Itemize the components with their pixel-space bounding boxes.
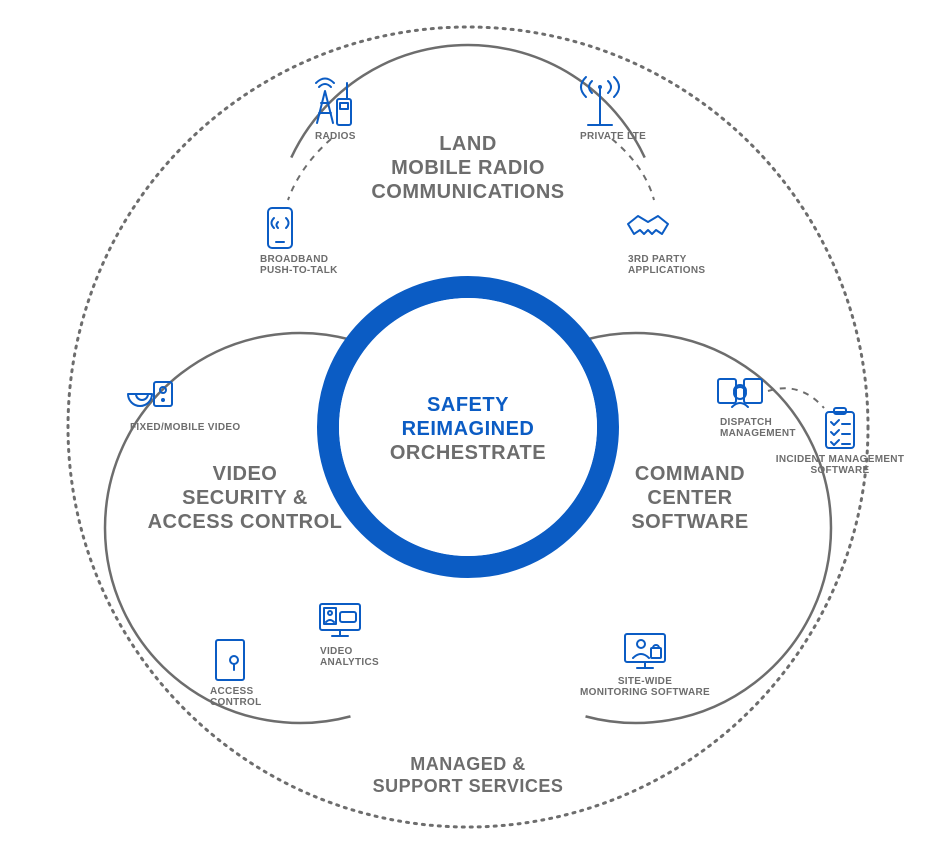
dispatch-label-line-1: MANAGEMENT	[720, 428, 796, 439]
third_party-label-line-1: APPLICATIONS	[628, 265, 705, 276]
svg-text:SOFTWARE: SOFTWARE	[631, 511, 748, 533]
site_wide-icon	[625, 634, 665, 668]
video_analytics-label-line-1: ANALYTICS	[320, 657, 379, 668]
svg-text:SAFETY: SAFETY	[427, 394, 509, 416]
svg-text:CENTER: CENTER	[647, 487, 732, 509]
svg-text:SECURITY &: SECURITY &	[182, 487, 308, 509]
connector-radios-ptt	[288, 139, 331, 200]
outer-label: MANAGED &SUPPORT SERVICES	[373, 754, 564, 796]
broadband_ptt-label-line-1: PUSH-TO-TALK	[260, 265, 338, 276]
private_lte-label-line-0: PRIVATE LTE	[580, 131, 646, 142]
svg-text:MANAGED &: MANAGED &	[410, 754, 526, 774]
site_wide-label-line-0: SITE-WIDE	[618, 676, 672, 687]
svg-text:VIDEO: VIDEO	[213, 463, 278, 485]
third_party-icon	[628, 216, 668, 234]
video_analytics-label-line-0: VIDEO	[320, 646, 353, 657]
incident-icon	[826, 408, 854, 448]
section-title-left: VIDEOSECURITY &ACCESS CONTROL	[148, 463, 343, 533]
access_control-icon	[216, 640, 244, 680]
dispatch-label-line-0: DISPATCH	[720, 417, 772, 428]
svg-text:COMMUNICATIONS: COMMUNICATIONS	[371, 181, 564, 203]
broadband_ptt-label-line-0: BROADBAND	[260, 254, 328, 265]
section-title-top: LANDMOBILE RADIOCOMMUNICATIONS	[371, 133, 564, 203]
svg-text:COMMAND: COMMAND	[635, 463, 745, 485]
svg-text:SUPPORT SERVICES: SUPPORT SERVICES	[373, 776, 564, 796]
dispatch-icon	[718, 379, 762, 407]
access_control-label-line-1: CONTROL	[210, 697, 262, 708]
access_control-label-line-0: ACCESS	[210, 686, 254, 697]
svg-text:ORCHESTRATE: ORCHESTRATE	[390, 442, 546, 464]
third_party-label-line-0: 3RD PARTY	[628, 254, 687, 265]
incident-label-line-1: SOFTWARE	[810, 465, 869, 476]
incident-label-line-0: INCIDENT MANAGEMENT	[776, 454, 904, 465]
broadband_ptt-icon	[268, 208, 292, 248]
radios-icon	[316, 79, 351, 126]
svg-text:MOBILE RADIO: MOBILE RADIO	[391, 157, 545, 179]
svg-text:LAND: LAND	[439, 133, 497, 155]
fixed_video-label-line-0: FIXED/MOBILE VIDEO	[130, 422, 240, 433]
svg-text:ACCESS CONTROL: ACCESS CONTROL	[148, 511, 343, 533]
section-title-right: COMMANDCENTERSOFTWARE	[631, 463, 748, 533]
radios-label-line-0: RADIOS	[315, 131, 356, 142]
connector-lte-3rdparty	[612, 139, 654, 200]
video_analytics-icon	[320, 604, 360, 636]
svg-text:REIMAGINED: REIMAGINED	[402, 418, 535, 440]
site_wide-label-line-1: MONITORING SOFTWARE	[580, 687, 710, 698]
